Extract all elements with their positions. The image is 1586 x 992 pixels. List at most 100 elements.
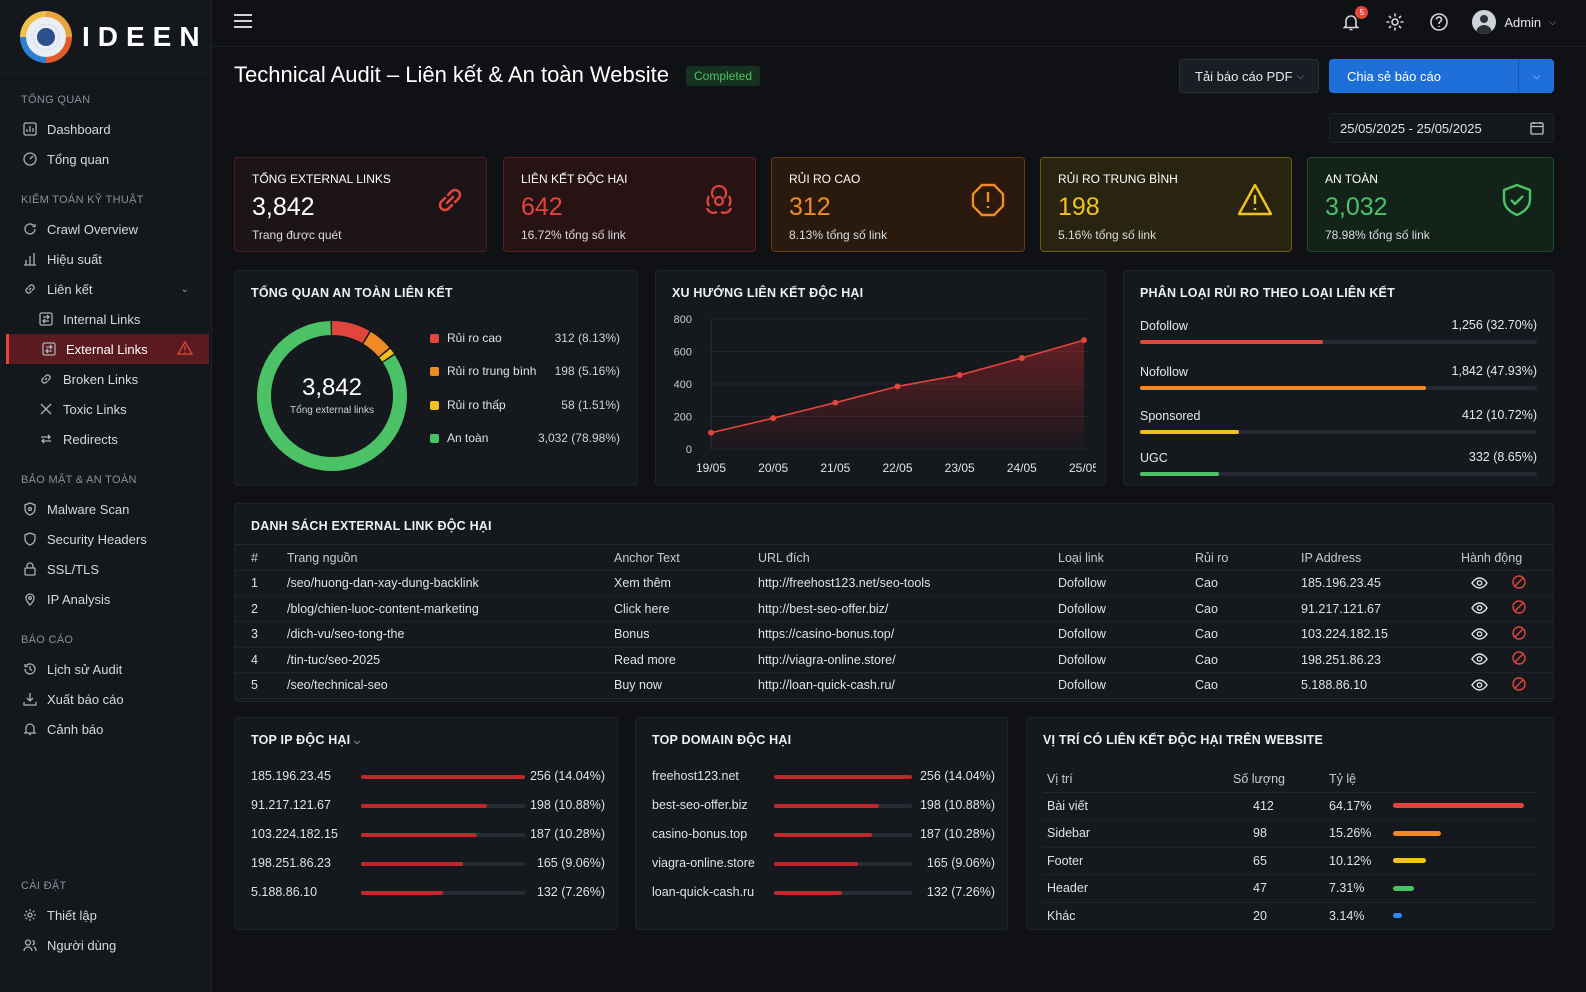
warning-icon [176,340,194,358]
sidebar-item-label: Cảnh báo [47,721,104,737]
table-row[interactable]: 5/seo/technical-seo Buy now http://loan-qu… [235,672,1553,699]
list-item[interactable]: 5.188.86.10 132 (7.26%) [251,885,605,901]
download-pdf-button[interactable]: Tải báo cáo PDF ⌵ [1179,59,1319,93]
toxic-trend-panel: XU HƯỚNG LIÊN KẾT ĐỘC HẠI 800 600 400 200 0 1… [655,270,1106,486]
share-report-button[interactable]: Chia sẻ báo cáo ⌵ [1329,59,1554,93]
x-tick-label: 21/05 [820,461,850,475]
cross-icon [38,401,54,417]
sidebar-item-alerts[interactable]: Cảnh báo [0,714,211,744]
target-url[interactable]: http://best-seo-offer.biz/ [758,596,1058,622]
sidebar-item-internal-links[interactable]: Internal Links [0,304,211,334]
lock-icon [22,561,38,577]
risk-type-bar-fill [1140,472,1220,476]
nav-section-security: BẢO MẬT & AN TOÀN [21,474,137,486]
position-name: Footer [1043,847,1229,875]
sidebar-item-ip-analysis[interactable]: IP Analysis [0,584,211,614]
risk-type-name: UGC [1140,451,1168,465]
sidebar-item-users[interactable]: Người dùng [0,930,211,960]
bar-chart-icon [22,251,38,267]
target-url[interactable]: http://freehost123.net/seo-tools [758,570,1058,597]
sidebar-item-broken-links[interactable]: Broken Links [0,364,211,394]
donut-slice[interactable] [257,321,407,471]
donut-slice[interactable] [257,321,407,471]
col-header-link-type[interactable]: Loại link [1058,544,1195,571]
table-row[interactable]: 3/dich-vu/seo-tong-the Bonus https://casin… [235,621,1553,648]
users-icon [22,937,38,953]
target-url[interactable]: https://casino-bonus.top/ [758,621,1058,648]
user-menu[interactable]: Admin ⌵ [1472,10,1556,34]
list-item[interactable]: viagra-online.store 165 (9.06%) [652,856,995,872]
risk-level: Cao [1195,596,1301,622]
risk-type-bar-fill [1140,430,1240,434]
eye-icon[interactable] [1471,628,1488,643]
list-item[interactable]: loan-quick-cash.ru 132 (7.26%) [652,885,995,901]
sidebar-item-performance[interactable]: Hiệu suất [0,244,211,274]
notification-badge: 5 [1355,6,1369,19]
sidebar-item-external-links[interactable]: External Links [6,334,209,364]
list-item[interactable]: casino-bonus.top 187 (10.28%) [652,827,995,843]
list-item[interactable]: 103.224.182.15 187 (10.28%) [251,827,605,843]
share-report-label: Chia sẻ báo cáo [1347,68,1441,84]
source-page: /seo/technical-seo [287,672,614,699]
col-header-target-url[interactable]: URL đích [758,544,1058,571]
block-icon[interactable] [1512,575,1526,592]
toxic-links-table-panel: DANH SÁCH EXTERNAL LINK ĐỘC HẠI # Trang … [234,503,1554,702]
item-bar [774,833,912,837]
col-header-ip[interactable]: IP Address [1301,544,1461,571]
target-url[interactable]: http://loan-quick-cash.ru/ [758,672,1058,699]
sidebar-item-dashboard[interactable]: Dashboard [0,114,211,144]
table-row[interactable]: 4/tin-tuc/seo-2025 Read more http://viagra… [235,647,1553,673]
sidebar-item-overview[interactable]: Tổng quan [0,144,211,174]
item-value: 198 (10.88%) [919,798,995,812]
sidebar-item-security-headers[interactable]: Security Headers [0,524,211,554]
row-actions [1461,621,1553,648]
table-row[interactable]: 2/blog/chien-luoc-content-marketing Click… [235,596,1553,622]
target-url[interactable]: http://viagra-online.store/ [758,647,1058,673]
col-header-count: Số lượng [1229,766,1325,793]
sidebar-item-export-report[interactable]: Xuất báo cáo [0,684,211,714]
block-icon[interactable] [1512,626,1526,643]
menu-icon[interactable] [234,14,252,28]
item-bar [361,775,525,779]
block-icon[interactable] [1512,677,1526,694]
sidebar-item-audit-history[interactable]: Lịch sử Audit [0,654,211,684]
eye-icon[interactable] [1471,577,1488,592]
notifications-button[interactable]: 5 [1340,6,1369,33]
block-icon[interactable] [1512,600,1526,617]
help-button[interactable] [1428,11,1450,33]
position-bar-cell [1389,792,1537,820]
link-icon [22,281,38,297]
list-item[interactable]: 91.217.121.67 198 (10.88%) [251,798,605,814]
date-range-picker[interactable]: 25/05/2025 - 25/05/2025 [1329,113,1554,143]
eye-icon[interactable] [1471,602,1488,617]
col-header-anchor[interactable]: Anchor Text [614,544,758,571]
logo[interactable]: IDEEN [0,0,211,74]
sidebar-item-crawl-overview[interactable]: Crawl Overview [0,214,211,244]
settings-button[interactable] [1384,11,1406,33]
block-icon[interactable] [1512,651,1526,668]
y-tick-label: 0 [686,444,692,456]
item-value: 256 (14.04%) [529,769,605,783]
risk-type-bar-fill [1140,386,1426,390]
sidebar-item-links[interactable]: Liên kết ⌄ [0,274,211,304]
share-options-dropdown[interactable]: ⌵ [1518,59,1554,93]
sidebar-item-malware-scan[interactable]: Malware Scan [0,494,211,524]
eye-icon[interactable] [1471,653,1488,668]
list-item[interactable]: 198.251.86.23 165 (9.06%) [251,856,605,872]
list-item[interactable]: 185.196.23.45 256 (14.04%) [251,769,605,785]
eye-icon[interactable] [1471,679,1488,694]
sidebar-item-toxic-links[interactable]: Toxic Links [0,394,211,424]
sidebar-item-settings[interactable]: Thiết lập [0,900,211,930]
sidebar-item-redirects[interactable]: Redirects [0,424,211,454]
source-page: /seo/huong-dan-xay-dung-backlink [287,570,614,597]
item-value: 165 (9.06%) [536,856,605,870]
item-value: 198 (10.88%) [529,798,605,812]
table-row[interactable]: 1/seo/huong-dan-xay-dung-backlink Xem thê… [235,570,1553,597]
risk-level: Cao [1195,647,1301,673]
list-item[interactable]: freehost123.net 256 (14.04%) [652,769,995,785]
chevron-down-icon[interactable]: ⌵ [354,737,361,746]
col-header-risk[interactable]: Rủi ro [1195,544,1301,571]
sidebar-item-ssl-tls[interactable]: SSL/TLS [0,554,211,584]
list-item[interactable]: best-seo-offer.biz 198 (10.88%) [652,798,995,814]
col-header-source[interactable]: Trang nguồn [287,544,614,571]
